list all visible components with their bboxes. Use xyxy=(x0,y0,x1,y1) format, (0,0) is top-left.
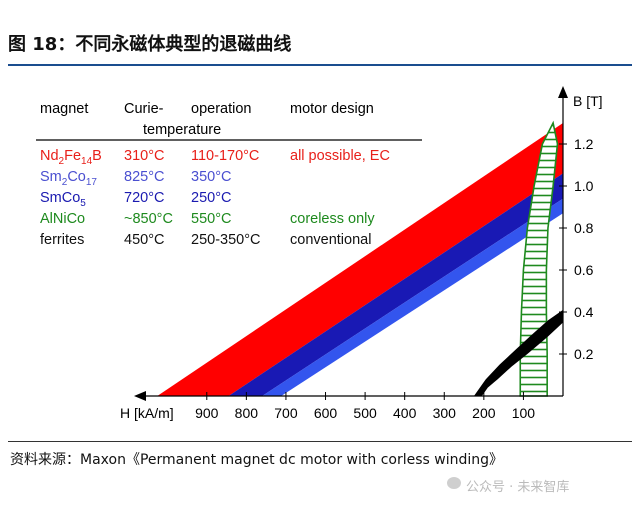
x-tick-label: 500 xyxy=(353,405,377,421)
wechat-icon xyxy=(447,477,461,489)
y-tick-label: 0.8 xyxy=(574,220,594,236)
watermark-text: 公众号 · 未来智库 xyxy=(466,480,570,495)
x-axis-arrow xyxy=(134,391,146,401)
x-tick-label: 100 xyxy=(512,405,536,421)
table-magnet-0: Nd2Fe14B xyxy=(40,148,102,167)
table-operation-1: 350°C xyxy=(191,169,231,185)
table-design-4: conventional xyxy=(290,232,371,248)
y-tick-label: 0.4 xyxy=(574,304,594,320)
y-axis-label: B [T] xyxy=(573,93,603,109)
table-header-cont: temperature xyxy=(143,122,221,138)
table-header: magnet xyxy=(40,101,88,117)
y-tick-label: 1.2 xyxy=(574,136,594,152)
band-smco5 xyxy=(262,198,563,396)
table-operation-0: 110-170°C xyxy=(191,148,259,164)
table-operation-2: 250°C xyxy=(191,190,231,206)
x-tick-label: 300 xyxy=(433,405,457,421)
y-tick-label: 0.2 xyxy=(574,346,594,362)
y-tick-label: 1.0 xyxy=(574,178,594,194)
table-curie-1: 825°C xyxy=(124,169,164,185)
y-axis-arrow xyxy=(558,86,568,98)
table-curie-2: 720°C xyxy=(124,190,164,206)
table-header: Curie- xyxy=(124,101,164,117)
band-sm2co17 xyxy=(228,173,563,396)
x-tick-label: 700 xyxy=(274,405,298,421)
axes: 900 800 700 600 500 400 300 200 100 H [kA/m] 0.2 0.… xyxy=(120,86,603,421)
table-header: motor design xyxy=(290,101,374,117)
table-curie-4: 450°C xyxy=(124,232,164,248)
curve-ferrites xyxy=(473,309,563,396)
table-magnet-1: Sm2Co17 xyxy=(40,169,97,188)
magnet-bands xyxy=(157,123,563,396)
band-nd2fe14b xyxy=(157,123,563,396)
demagnetization-chart: 900 800 700 600 500 400 300 200 100 H [kA/m] 0.2 0.… xyxy=(36,86,603,421)
table-header: operation xyxy=(191,101,251,117)
figure-title: 图 18：不同永磁体典型的退磁曲线 xyxy=(8,34,292,55)
table-magnet-4: ferrites xyxy=(40,232,84,248)
table-design-0: all possible, EC xyxy=(290,148,390,164)
x-tick-label: 600 xyxy=(314,405,338,421)
table-magnet-2: SmCo5 xyxy=(40,190,86,209)
x-tick-label: 400 xyxy=(393,405,417,421)
magnet-table: magnet Curie-operation motor design tempera… xyxy=(36,101,422,248)
table-operation-3: 550°C xyxy=(191,211,231,227)
table-magnet-3: AlNiCo xyxy=(40,211,85,227)
x-tick-label: 200 xyxy=(472,405,496,421)
source-divider xyxy=(8,441,632,442)
source-note: 资料来源：Maxon《Permanent magnet dc motor wit… xyxy=(10,452,504,468)
title-divider xyxy=(8,64,632,66)
x-tick-label: 800 xyxy=(235,405,259,421)
table-design-3: coreless only xyxy=(290,211,375,227)
y-tick-label: 0.6 xyxy=(574,262,594,278)
x-axis-label: H [kA/m] xyxy=(120,405,174,421)
table-curie-3: ~850°C xyxy=(124,211,173,227)
x-tick-label: 900 xyxy=(195,405,219,421)
table-operation-4: 250-350°C xyxy=(191,232,260,248)
table-curie-0: 310°C xyxy=(124,148,164,164)
